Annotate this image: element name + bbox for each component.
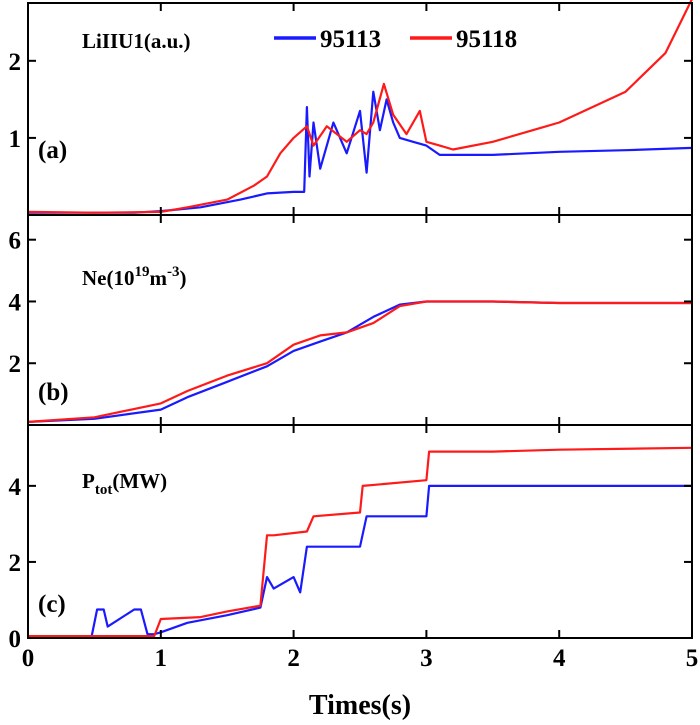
x-tick-label: 3 xyxy=(420,645,433,672)
y-tick-label: 4 xyxy=(9,474,22,501)
series-line-95118-panel-1 xyxy=(27,0,693,214)
panel-b-label: (b) xyxy=(38,379,69,406)
panel-c-label: (c) xyxy=(38,591,66,618)
panel-a-title: LiIIU1(a.u.) xyxy=(82,29,191,53)
series-line-95113-panel-2 xyxy=(27,300,692,423)
x-tick-label: 1 xyxy=(155,645,168,672)
panels: 1 2 2 4 6 0 2 4 0 1 2 3 4 5 xyxy=(9,0,699,672)
x-tick-label: 4 xyxy=(553,645,566,672)
y-tick-label: 4 xyxy=(9,289,22,316)
x-tick-label: 0 xyxy=(22,645,35,672)
y-tick-label: 2 xyxy=(9,550,22,577)
x-tick-label: 5 xyxy=(686,645,699,672)
series-line-95118-panel-3 xyxy=(28,446,693,638)
panel-a-label: (a) xyxy=(38,137,67,164)
panel-c-title: Ptot(MW) xyxy=(82,469,167,498)
series-line-95113-panel-1 xyxy=(28,90,693,214)
legend-label-95113: 95113 xyxy=(320,26,381,53)
panel-frame-3 xyxy=(27,424,693,639)
y-tick-label: 0 xyxy=(9,626,22,653)
series-line-95113-panel-3 xyxy=(28,484,692,638)
legend: 95113 95118 xyxy=(274,26,517,53)
legend-label-95118: 95118 xyxy=(456,26,517,53)
panel-b-title: Ne(1019m-3) xyxy=(82,264,186,290)
panel-frame-2 xyxy=(27,214,693,426)
x-axis-label: Times(s) xyxy=(309,690,411,721)
y-tick-label: 1 xyxy=(9,126,22,153)
y-tick-label: 2 xyxy=(9,49,22,76)
series-line-95118-panel-2 xyxy=(27,300,692,423)
y-tick-label: 2 xyxy=(9,351,22,378)
x-tick-label: 2 xyxy=(287,645,300,672)
y-tick-label: 6 xyxy=(9,228,22,255)
